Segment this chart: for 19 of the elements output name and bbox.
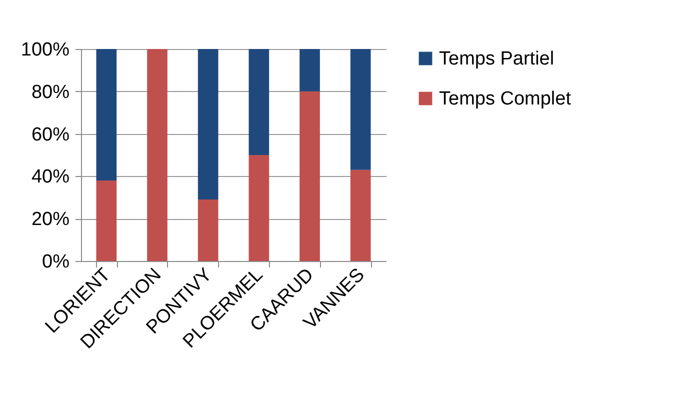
y-tick-label: 100% <box>20 40 70 60</box>
bar <box>198 200 218 261</box>
bar <box>96 49 117 180</box>
bar <box>147 49 168 261</box>
legend-label: Temps Partiel <box>439 48 554 70</box>
bar <box>300 91 320 261</box>
y-tick-label: 80% <box>31 82 70 103</box>
bar <box>248 49 270 155</box>
y-tick-label: 20% <box>31 209 70 230</box>
bar <box>350 49 371 170</box>
bar <box>248 155 270 261</box>
y-tick-label: 40% <box>31 166 70 188</box>
bar <box>198 49 218 200</box>
legend-label: Temps Complet <box>439 88 572 110</box>
y-tick-label: 60% <box>31 124 70 146</box>
bar <box>96 180 117 261</box>
bar <box>300 49 320 92</box>
y-tick-label: 0% <box>42 252 70 272</box>
bar <box>350 170 371 261</box>
